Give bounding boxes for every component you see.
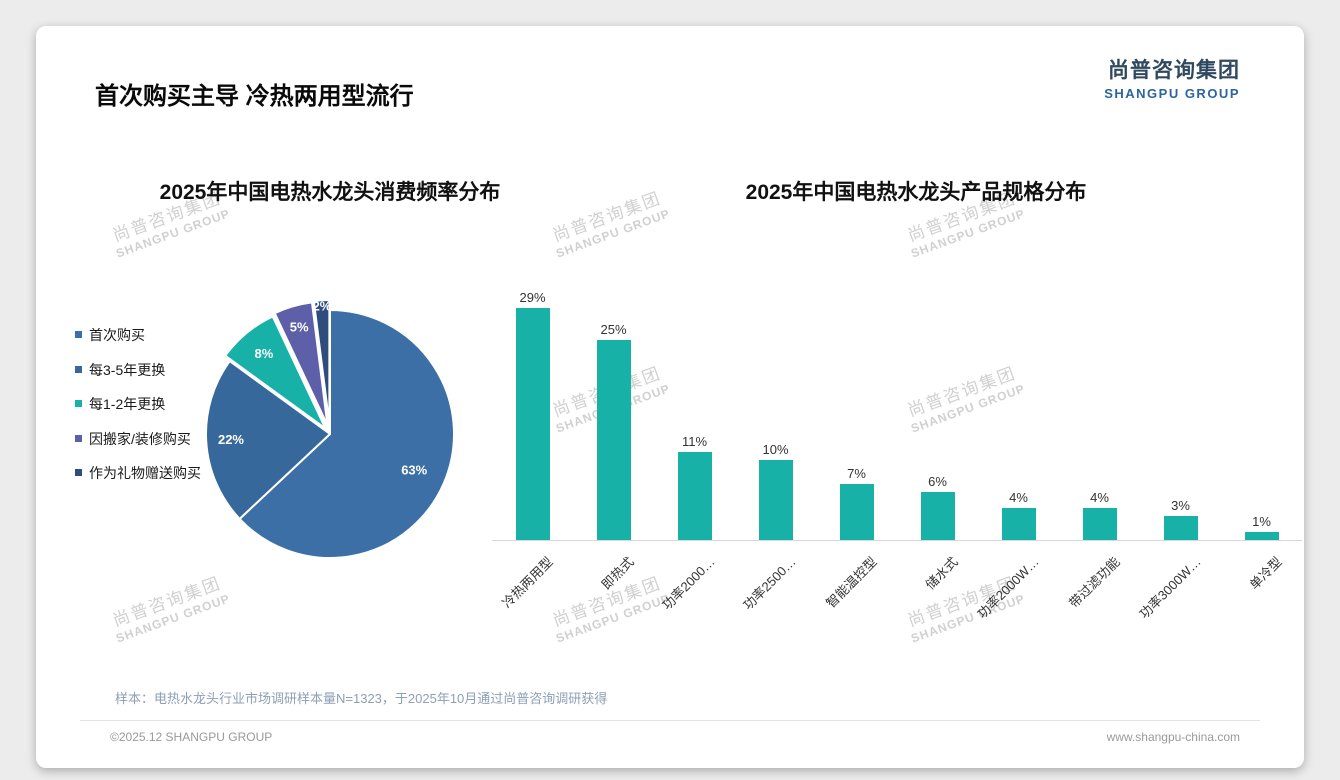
bar bbox=[1244, 532, 1279, 540]
pie-value-label: 8% bbox=[254, 346, 273, 361]
legend-marker bbox=[75, 400, 82, 408]
legend-marker bbox=[75, 434, 82, 442]
bar-chart: 29% 冷热两用型 25% 即热式 11% 功率2000… 10% 功率2500… 7% 智能温控… bbox=[492, 280, 1302, 650]
bar bbox=[758, 460, 793, 540]
pie-value-label: 22% bbox=[218, 432, 244, 447]
pie-value-label: 2% bbox=[313, 298, 332, 313]
pie-slice-3 bbox=[273, 301, 329, 427]
legend-label: 因搬家/装修购买 bbox=[89, 430, 191, 447]
bar-value-label: 29% bbox=[519, 290, 546, 305]
pie-chart-title: 2025年中国电热水龙头消费频率分布 bbox=[159, 181, 501, 204]
bar-value-label: 10% bbox=[762, 442, 789, 457]
bar bbox=[920, 492, 955, 540]
pie-value-label: 5% bbox=[290, 320, 309, 335]
bar-group: 3% 功率3000W… bbox=[1136, 280, 1221, 650]
bar-value-label: 7% bbox=[847, 466, 866, 481]
legend-marker bbox=[75, 469, 82, 477]
bar bbox=[1163, 516, 1198, 540]
bar-group: 4% 带过滤功能 bbox=[1059, 280, 1140, 650]
legend-label: 每3-5年更换 bbox=[89, 361, 166, 378]
bar-group: 1% 单冷型 bbox=[1221, 280, 1302, 650]
pie-chart: 63% 22% 8% 5% 2% bbox=[205, 298, 455, 559]
slide-card: 尚普咨询集团 SHANGPU GROUP 尚普咨询集团 SHANGPU GROUP 尚普… bbox=[36, 26, 1304, 768]
pie-slice-1 bbox=[205, 360, 331, 520]
company-logo: 尚普咨询集团 SHANGPU GROUP bbox=[1104, 54, 1240, 101]
bar bbox=[677, 452, 712, 540]
bar-value-label: 4% bbox=[1009, 490, 1028, 505]
legend-label: 首次购买 bbox=[89, 327, 145, 343]
bar-chart-title: 2025年中国电热水龙头产品规格分布 bbox=[745, 181, 1087, 204]
pie-slice-0 bbox=[238, 309, 455, 559]
bar-value-label: 4% bbox=[1090, 490, 1109, 505]
footer-divider bbox=[80, 720, 1260, 721]
bar-group: 6% 储水式 bbox=[897, 280, 978, 650]
legend-item: 每3-5年更换 bbox=[75, 361, 207, 381]
bar-group: 7% 智能温控型 bbox=[816, 280, 897, 650]
bar-group: 10% 功率2500… bbox=[735, 280, 816, 650]
legend-item: 每1-2年更换 bbox=[75, 395, 207, 415]
pie-slice-2 bbox=[224, 315, 327, 430]
legend-label: 作为礼物赠送购买 bbox=[89, 465, 201, 482]
legend-marker bbox=[75, 365, 82, 373]
logo-text-en: SHANGPU GROUP bbox=[1104, 86, 1240, 101]
bar-group: 4% 功率2000W… bbox=[974, 280, 1059, 650]
bar-group: 25% 即热式 bbox=[573, 280, 654, 650]
pie-value-label: 63% bbox=[401, 462, 427, 477]
bar-value-label: 1% bbox=[1252, 514, 1271, 529]
bar-group: 29% 冷热两用型 bbox=[492, 280, 573, 650]
bar-group: 11% 功率2000… bbox=[654, 280, 735, 650]
bar bbox=[596, 340, 631, 540]
bar bbox=[839, 484, 874, 540]
legend-item: 作为礼物赠送购买 bbox=[75, 464, 207, 484]
legend-item: 因搬家/装修购买 bbox=[75, 430, 207, 450]
bar-value-label: 3% bbox=[1171, 498, 1190, 513]
pie-legend: 首次购买每3-5年更换 每1-2年更换因搬家/装修购买 作为礼物赠送购买 bbox=[75, 326, 207, 499]
page-title: 首次购买主导 冷热两用型流行 bbox=[95, 83, 414, 110]
bar bbox=[515, 308, 550, 540]
bar-value-label: 6% bbox=[928, 474, 947, 489]
sample-footnote: 样本：电热水龙头行业市场调研样本量N=1323，于2025年10月通过尚普咨询调… bbox=[115, 691, 608, 706]
logo-text-cn: 尚普咨询集团 bbox=[1108, 59, 1240, 82]
bar-columns: 29% 冷热两用型 25% 即热式 11% 功率2000… 10% 功率2500… 7% 智能温控… bbox=[492, 280, 1302, 650]
copyright-text: ©2025.12 SHANGPU GROUP bbox=[110, 730, 273, 744]
legend-item: 首次购买 bbox=[75, 326, 207, 346]
bar-value-label: 25% bbox=[600, 322, 627, 337]
bar bbox=[1001, 508, 1036, 540]
legend-marker bbox=[75, 331, 82, 338]
website-text: www.shangpu-china.com bbox=[1106, 730, 1240, 744]
legend-label: 每1-2年更换 bbox=[89, 396, 166, 413]
bar bbox=[1082, 508, 1117, 540]
pie-slice-4 bbox=[312, 299, 331, 426]
bar-value-label: 11% bbox=[681, 434, 708, 449]
bar-axis-baseline bbox=[492, 540, 1302, 541]
